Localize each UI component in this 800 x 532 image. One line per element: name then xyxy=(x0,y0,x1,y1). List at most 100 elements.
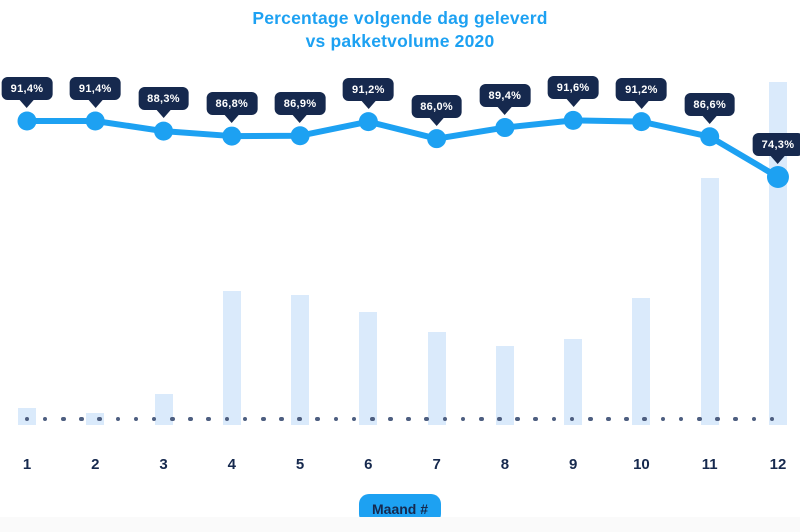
baseline-dot xyxy=(351,416,357,422)
baseline-dot xyxy=(460,416,466,422)
volume-bar xyxy=(86,412,105,425)
data-point-marker xyxy=(17,111,37,131)
badge-pointer-icon xyxy=(224,115,239,124)
chart-title-line-1: Percentage volgende dag geleverd xyxy=(252,8,548,28)
baseline-dot xyxy=(206,416,211,422)
value-badge-label: 86,9% xyxy=(274,91,326,115)
x-axis-label: 5 xyxy=(295,456,305,473)
value-badge-label: 91,4% xyxy=(69,77,121,100)
value-badge: 91,6% xyxy=(547,76,599,108)
data-point-marker xyxy=(358,112,378,132)
value-badge-label: 91,6% xyxy=(547,76,599,100)
value-badge-label: 89,4% xyxy=(479,83,531,107)
baseline-dot xyxy=(224,416,230,422)
value-badge-label: 91,2% xyxy=(616,77,667,101)
volume-bar xyxy=(18,407,36,425)
baseline-dot xyxy=(279,416,284,422)
baseline-dot xyxy=(751,416,757,422)
baseline-dot xyxy=(297,416,302,422)
baseline-dot xyxy=(606,416,611,422)
baseline-dot xyxy=(406,416,411,422)
badge-pointer-icon xyxy=(702,115,717,124)
baseline-dot xyxy=(515,416,520,422)
baseline-dot xyxy=(388,416,393,422)
x-axis-label: 1 xyxy=(22,456,32,473)
volume-bar xyxy=(632,298,651,425)
value-badge: 91,4% xyxy=(1,77,53,108)
x-axis-label: 12 xyxy=(769,456,787,473)
baseline-dot xyxy=(497,416,502,422)
badge-pointer-icon xyxy=(293,114,308,123)
baseline-dot xyxy=(315,416,320,422)
value-badge: 91,4% xyxy=(69,77,121,108)
volume-bar xyxy=(359,311,378,425)
data-point-marker xyxy=(154,121,174,141)
data-point-marker xyxy=(495,118,515,138)
badge-pointer-icon xyxy=(770,156,785,164)
baseline-dot xyxy=(533,416,539,422)
value-badge-label: 86,0% xyxy=(411,94,462,118)
chart-title-line-2: vs pakketvolume 2020 xyxy=(305,31,495,51)
volume-bar xyxy=(700,178,719,425)
value-badge: 74,3% xyxy=(752,133,800,164)
data-point-marker xyxy=(222,126,242,146)
baseline-dot xyxy=(170,416,175,422)
trend-line xyxy=(24,117,781,181)
badge-pointer-icon xyxy=(361,100,376,109)
x-axis-label: 7 xyxy=(432,456,441,473)
x-axis-label: 10 xyxy=(633,456,650,473)
value-badge: 91,2% xyxy=(616,77,667,109)
x-axis-label: 4 xyxy=(227,456,236,473)
baseline-dot xyxy=(642,416,648,422)
value-badge-label: 74,3% xyxy=(752,133,800,156)
x-axis-label: 11 xyxy=(701,456,718,473)
value-badge-label: 91,2% xyxy=(342,77,394,101)
footer-strip xyxy=(0,517,800,532)
baseline-dot xyxy=(369,416,375,422)
value-badge: 89,4% xyxy=(479,83,531,115)
baseline-dot xyxy=(260,416,266,422)
badge-pointer-icon xyxy=(497,106,512,115)
x-axis-label: 3 xyxy=(159,456,168,473)
baseline-dot xyxy=(678,416,684,422)
badge-pointer-icon xyxy=(156,110,171,119)
x-axis-label: 2 xyxy=(91,456,100,473)
badge-pointer-icon xyxy=(634,100,649,109)
data-point-marker xyxy=(631,112,651,132)
value-badge: 86,6% xyxy=(684,92,736,124)
baseline-dot xyxy=(569,416,575,422)
badge-pointer-icon xyxy=(429,117,444,126)
volume-bar xyxy=(291,294,310,425)
baseline-dot xyxy=(115,416,121,422)
baseline-dot xyxy=(696,416,702,422)
baseline-dot xyxy=(442,416,448,422)
data-point-marker xyxy=(700,127,720,147)
baseline-dot xyxy=(151,416,157,422)
data-point-marker xyxy=(85,111,105,131)
value-badge-label: 86,8% xyxy=(206,92,258,116)
baseline-dot xyxy=(79,416,84,422)
baseline-dot xyxy=(97,416,102,422)
value-badge: 88,3% xyxy=(138,87,189,119)
data-point-marker xyxy=(563,110,583,130)
baseline-dot xyxy=(133,416,139,422)
baseline-dot xyxy=(624,416,629,422)
x-axis-label: 6 xyxy=(364,456,373,473)
baseline-dot xyxy=(769,416,775,422)
baseline-dot xyxy=(424,416,430,422)
baseline-dot xyxy=(61,416,66,422)
value-badge-label: 91,4% xyxy=(1,77,53,100)
badge-pointer-icon xyxy=(566,99,581,108)
baseline-dot xyxy=(587,416,593,422)
value-badge: 86,8% xyxy=(206,92,258,124)
baseline-dot xyxy=(188,416,193,422)
baseline-dot xyxy=(551,416,557,422)
volume-bar xyxy=(564,339,583,425)
data-point-marker xyxy=(766,166,789,189)
value-badge-label: 86,6% xyxy=(684,92,736,116)
